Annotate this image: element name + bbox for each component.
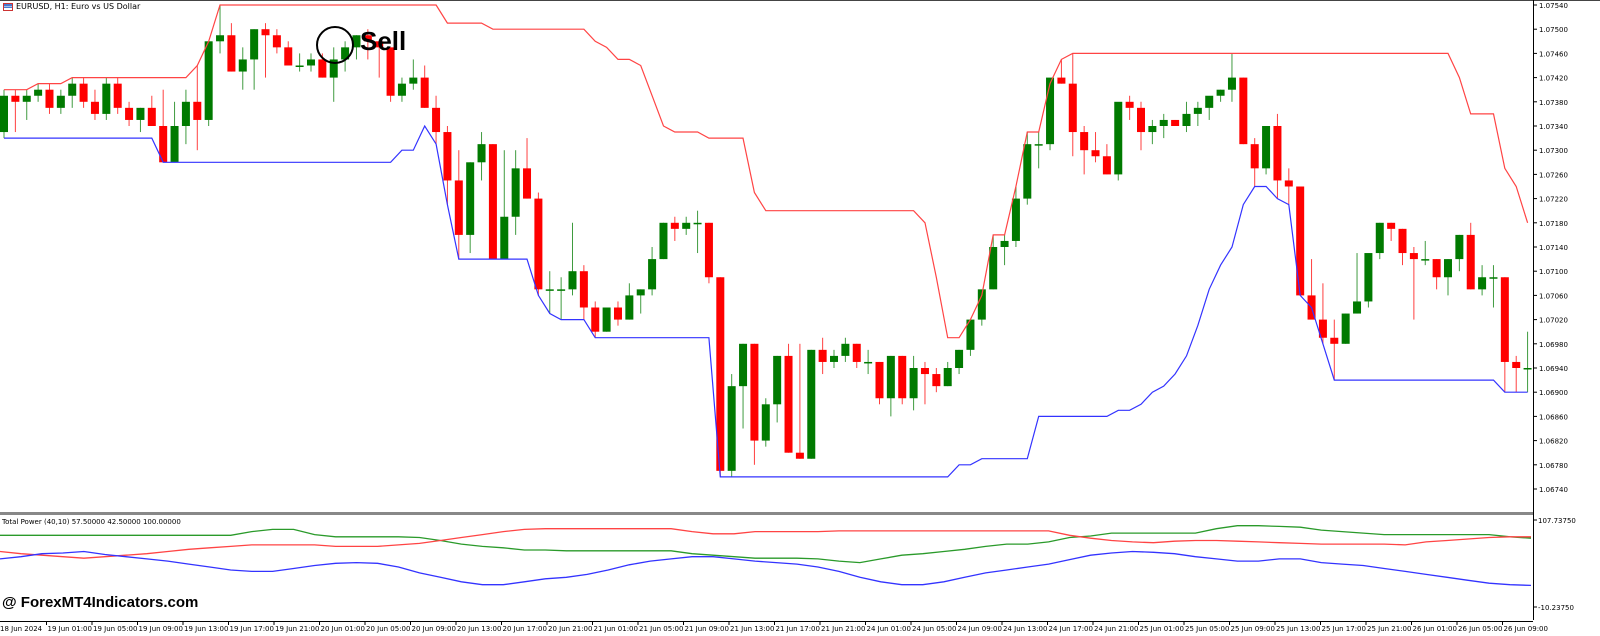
chart-window-icon: [3, 2, 13, 11]
svg-text:1.07340: 1.07340: [1539, 123, 1568, 131]
svg-text:1.06820: 1.06820: [1539, 438, 1568, 446]
svg-text:19 Jun 13:00: 19 Jun 13:00: [184, 625, 228, 633]
upper-channel-line: [4, 4, 1529, 339]
svg-text:1.07100: 1.07100: [1539, 268, 1568, 276]
svg-text:1.06940: 1.06940: [1539, 365, 1568, 373]
indicator-axis: 107.73750 -10.23750: [1533, 517, 1576, 612]
svg-text:25 Jun 21:00: 25 Jun 21:00: [1367, 625, 1411, 633]
svg-text:24 Jun 05:00: 24 Jun 05:00: [912, 625, 956, 633]
svg-text:1.06980: 1.06980: [1539, 341, 1568, 349]
svg-text:24 Jun 09:00: 24 Jun 09:00: [958, 625, 1002, 633]
lower-channel-line: [4, 124, 1528, 478]
svg-text:1.07260: 1.07260: [1539, 171, 1568, 179]
svg-text:25 Jun 05:00: 25 Jun 05:00: [1185, 625, 1229, 633]
svg-text:21 Jun 09:00: 21 Jun 09:00: [685, 625, 729, 633]
svg-text:24 Jun 17:00: 24 Jun 17:00: [1049, 625, 1093, 633]
svg-text:1.07180: 1.07180: [1539, 220, 1568, 228]
svg-text:1.07380: 1.07380: [1539, 99, 1568, 107]
chart-title: EURUSD, H1: Euro vs US Dollar: [3, 2, 140, 11]
svg-text:1.07420: 1.07420: [1539, 75, 1568, 83]
time-axis: 18 Jun 2024 19 Jun 01:00 19 Jun 05:00 19 Ju…: [0, 621, 1548, 633]
svg-text:19 Jun 09:00: 19 Jun 09:00: [139, 625, 183, 633]
svg-text:1.06740: 1.06740: [1539, 486, 1568, 494]
svg-text:1.07300: 1.07300: [1539, 147, 1568, 155]
svg-text:19 Jun 05:00: 19 Jun 05:00: [93, 625, 137, 633]
svg-text:19 Jun 17:00: 19 Jun 17:00: [230, 625, 274, 633]
svg-text:20 Jun 17:00: 20 Jun 17:00: [503, 625, 547, 633]
svg-text:21 Jun 01:00: 21 Jun 01:00: [594, 625, 638, 633]
svg-text:21 Jun 05:00: 21 Jun 05:00: [639, 625, 683, 633]
svg-text:21 Jun 21:00: 21 Jun 21:00: [821, 625, 865, 633]
svg-text:20 Jun 05:00: 20 Jun 05:00: [366, 625, 410, 633]
svg-text:1.07020: 1.07020: [1539, 317, 1568, 325]
svg-text:25 Jun 09:00: 25 Jun 09:00: [1231, 625, 1275, 633]
indicator-lines: [0, 525, 1532, 587]
price-axis: 1.07540 1.07500 1.07460 1.07420 1.07380 1.073…: [1533, 2, 1568, 494]
svg-text:21 Jun 13:00: 21 Jun 13:00: [730, 625, 774, 633]
svg-text:24 Jun 21:00: 24 Jun 21:00: [1094, 625, 1138, 633]
svg-text:-10.23750: -10.23750: [1538, 604, 1574, 612]
svg-text:20 Jun 01:00: 20 Jun 01:00: [321, 625, 365, 633]
sell-annotation: Sell: [360, 26, 407, 56]
svg-text:25 Jun 13:00: 25 Jun 13:00: [1276, 625, 1320, 633]
svg-text:25 Jun 01:00: 25 Jun 01:00: [1140, 625, 1184, 633]
svg-text:107.73750: 107.73750: [1538, 517, 1576, 525]
candles: [0, 5, 1532, 477]
svg-text:26 Jun 05:00: 26 Jun 05:00: [1458, 625, 1502, 633]
svg-text:20 Jun 09:00: 20 Jun 09:00: [412, 625, 456, 633]
svg-text:1.06900: 1.06900: [1539, 389, 1568, 397]
svg-text:24 Jun 13:00: 24 Jun 13:00: [1003, 625, 1047, 633]
svg-text:1.07500: 1.07500: [1539, 26, 1568, 34]
svg-text:20 Jun 21:00: 20 Jun 21:00: [548, 625, 592, 633]
svg-text:19 Jun 21:00: 19 Jun 21:00: [275, 625, 319, 633]
indicator-label: Total Power (40,10) 57.50000 42.50000 10…: [2, 518, 181, 526]
svg-text:21 Jun 17:00: 21 Jun 17:00: [776, 625, 820, 633]
svg-text:19 Jun 01:00: 19 Jun 01:00: [48, 625, 92, 633]
svg-text:26 Jun 09:00: 26 Jun 09:00: [1504, 625, 1548, 633]
svg-text:18 Jun 2024: 18 Jun 2024: [0, 625, 43, 633]
svg-text:1.07460: 1.07460: [1539, 50, 1568, 58]
svg-text:1.07220: 1.07220: [1539, 196, 1568, 204]
svg-text:20 Jun 13:00: 20 Jun 13:00: [457, 625, 501, 633]
svg-text:1.07060: 1.07060: [1539, 292, 1568, 300]
svg-text:1.07140: 1.07140: [1539, 244, 1568, 252]
svg-text:1.06780: 1.06780: [1539, 462, 1568, 470]
svg-text:1.06860: 1.06860: [1539, 413, 1568, 421]
svg-text:25 Jun 17:00: 25 Jun 17:00: [1322, 625, 1366, 633]
sell-marker-circle: [316, 26, 354, 64]
svg-text:24 Jun 01:00: 24 Jun 01:00: [867, 625, 911, 633]
chart-title-text: EURUSD, H1: Euro vs US Dollar: [16, 2, 141, 11]
watermark: @ ForexMT4Indicators.com: [2, 594, 199, 611]
svg-text:26 Jun 01:00: 26 Jun 01:00: [1413, 625, 1457, 633]
svg-text:1.07540: 1.07540: [1539, 2, 1568, 10]
